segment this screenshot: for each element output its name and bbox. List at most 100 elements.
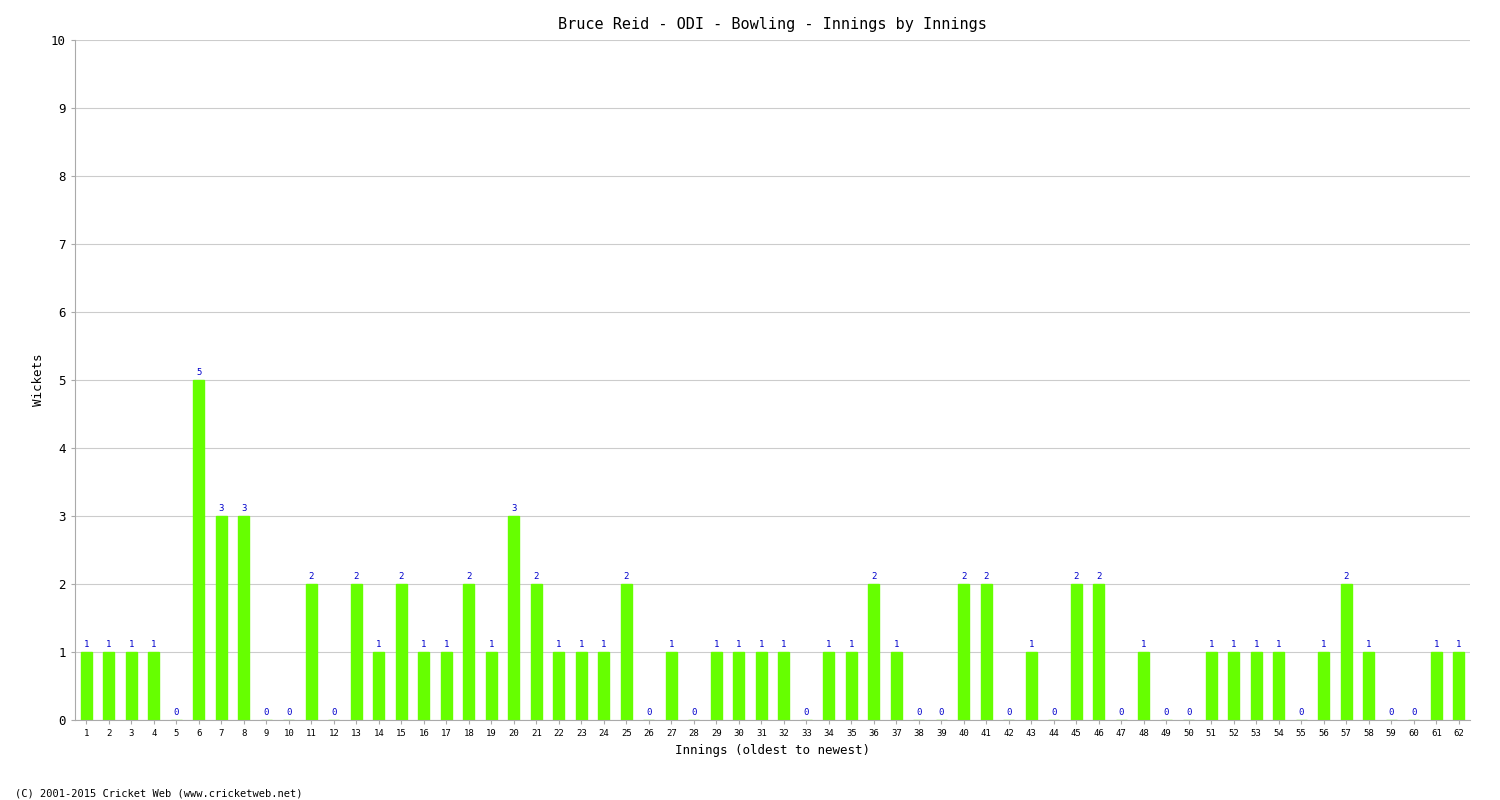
Bar xyxy=(958,584,969,720)
Text: (C) 2001-2015 Cricket Web (www.cricketweb.net): (C) 2001-2015 Cricket Web (www.cricketwe… xyxy=(15,788,303,798)
Text: 1: 1 xyxy=(106,640,111,649)
Bar xyxy=(981,584,992,720)
Text: 2: 2 xyxy=(534,571,538,581)
Text: 1: 1 xyxy=(1209,640,1214,649)
Bar xyxy=(216,516,226,720)
Text: 0: 0 xyxy=(646,708,651,717)
Text: 2: 2 xyxy=(399,571,404,581)
Bar xyxy=(1206,652,1216,720)
Text: 0: 0 xyxy=(1052,708,1056,717)
Bar xyxy=(351,584,361,720)
Bar xyxy=(531,584,542,720)
Bar xyxy=(1454,652,1464,720)
Text: 0: 0 xyxy=(332,708,336,717)
Text: 0: 0 xyxy=(174,708,178,717)
Title: Bruce Reid - ODI - Bowling - Innings by Innings: Bruce Reid - ODI - Bowling - Innings by … xyxy=(558,17,987,32)
Bar xyxy=(1026,652,1036,720)
Text: 2: 2 xyxy=(309,571,314,581)
Bar xyxy=(576,652,586,720)
Bar xyxy=(711,652,722,720)
Text: 0: 0 xyxy=(804,708,808,717)
Text: 0: 0 xyxy=(286,708,291,717)
Text: 1: 1 xyxy=(1029,640,1033,649)
Text: 0: 0 xyxy=(1186,708,1191,717)
Bar xyxy=(666,652,676,720)
Text: 1: 1 xyxy=(602,640,606,649)
Bar xyxy=(419,652,429,720)
Text: 2: 2 xyxy=(624,571,628,581)
Text: 2: 2 xyxy=(871,571,876,581)
Text: 2: 2 xyxy=(984,571,988,581)
Bar xyxy=(778,652,789,720)
Text: 0: 0 xyxy=(1119,708,1124,717)
Bar xyxy=(486,652,496,720)
Bar xyxy=(891,652,902,720)
Text: 2: 2 xyxy=(466,571,471,581)
Text: 1: 1 xyxy=(1456,640,1461,649)
Text: 1: 1 xyxy=(1366,640,1371,649)
Bar xyxy=(1318,652,1329,720)
Bar xyxy=(126,652,136,720)
Bar xyxy=(1251,652,1262,720)
Bar xyxy=(1431,652,1442,720)
Text: 1: 1 xyxy=(444,640,448,649)
Text: 1: 1 xyxy=(489,640,494,649)
Text: 0: 0 xyxy=(1007,708,1011,717)
Text: 1: 1 xyxy=(894,640,898,649)
Bar xyxy=(846,652,856,720)
Bar xyxy=(306,584,316,720)
Text: 0: 0 xyxy=(692,708,696,717)
Bar xyxy=(1071,584,1082,720)
Bar xyxy=(734,652,744,720)
X-axis label: Innings (oldest to newest): Innings (oldest to newest) xyxy=(675,743,870,757)
Text: 2: 2 xyxy=(1344,571,1348,581)
Text: 3: 3 xyxy=(219,504,224,513)
Text: 1: 1 xyxy=(152,640,156,649)
Text: 0: 0 xyxy=(939,708,944,717)
Text: 1: 1 xyxy=(1434,640,1438,649)
Bar xyxy=(441,652,452,720)
Text: 1: 1 xyxy=(1232,640,1236,649)
Text: 0: 0 xyxy=(1164,708,1168,717)
Text: 1: 1 xyxy=(579,640,584,649)
Text: 1: 1 xyxy=(669,640,674,649)
Text: 0: 0 xyxy=(916,708,921,717)
Text: 0: 0 xyxy=(264,708,268,717)
Text: 1: 1 xyxy=(827,640,831,649)
Text: 0: 0 xyxy=(1389,708,1394,717)
Bar xyxy=(554,652,564,720)
Text: 1: 1 xyxy=(422,640,426,649)
Text: 2: 2 xyxy=(1096,571,1101,581)
Text: 3: 3 xyxy=(512,504,516,513)
Bar xyxy=(1094,584,1104,720)
Text: 1: 1 xyxy=(556,640,561,649)
Bar xyxy=(868,584,879,720)
Text: 2: 2 xyxy=(354,571,358,581)
Bar xyxy=(1138,652,1149,720)
Text: 1: 1 xyxy=(1322,640,1326,649)
Text: 1: 1 xyxy=(714,640,718,649)
Bar xyxy=(509,516,519,720)
Bar xyxy=(824,652,834,720)
Text: 0: 0 xyxy=(1412,708,1416,717)
Text: 1: 1 xyxy=(129,640,134,649)
Bar xyxy=(194,380,204,720)
Text: 1: 1 xyxy=(759,640,764,649)
Bar xyxy=(238,516,249,720)
Bar xyxy=(104,652,114,720)
Text: 1: 1 xyxy=(84,640,88,649)
Bar xyxy=(81,652,92,720)
Bar xyxy=(1228,652,1239,720)
Text: 1: 1 xyxy=(1276,640,1281,649)
Text: 3: 3 xyxy=(242,504,246,513)
Bar xyxy=(621,584,632,720)
Text: 1: 1 xyxy=(1142,640,1146,649)
Bar xyxy=(1341,584,1352,720)
Text: 2: 2 xyxy=(962,571,966,581)
Bar xyxy=(756,652,766,720)
Text: 1: 1 xyxy=(849,640,853,649)
Text: 1: 1 xyxy=(736,640,741,649)
Bar xyxy=(1274,652,1284,720)
Bar xyxy=(464,584,474,720)
Bar xyxy=(148,652,159,720)
